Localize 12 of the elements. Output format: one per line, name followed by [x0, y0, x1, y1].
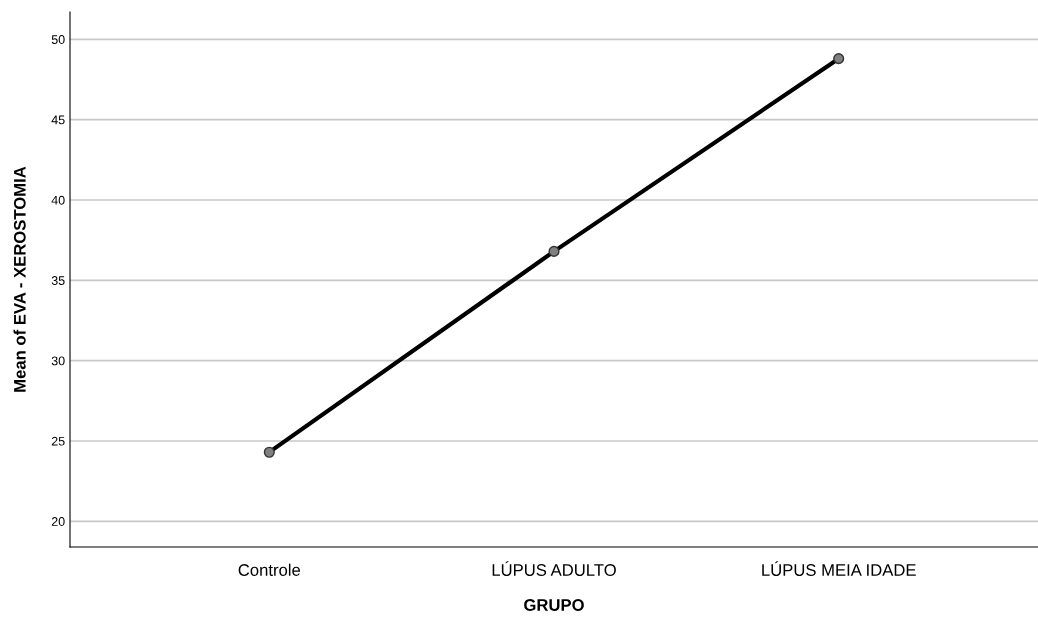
- x-tick-label: Controle: [238, 563, 301, 576]
- x-axis-title: GRUPO: [524, 599, 584, 611]
- y-tick-label: 30: [51, 356, 65, 366]
- y-tick-label: 40: [51, 195, 65, 205]
- y-tick-label: 45: [51, 115, 65, 125]
- x-tick-label: LÚPUS MEIA IDADE: [762, 561, 916, 576]
- y-tick-label: 25: [51, 436, 65, 446]
- y-axis-title: Mean of EVA - XEROSTOMIA: [13, 166, 26, 392]
- y-tick-label: 50: [51, 35, 65, 44]
- x-tick-label: LÚPUS ADULTO: [492, 561, 616, 576]
- y-tick-label: 20: [51, 517, 65, 526]
- y-tick-label: 35: [51, 276, 65, 285]
